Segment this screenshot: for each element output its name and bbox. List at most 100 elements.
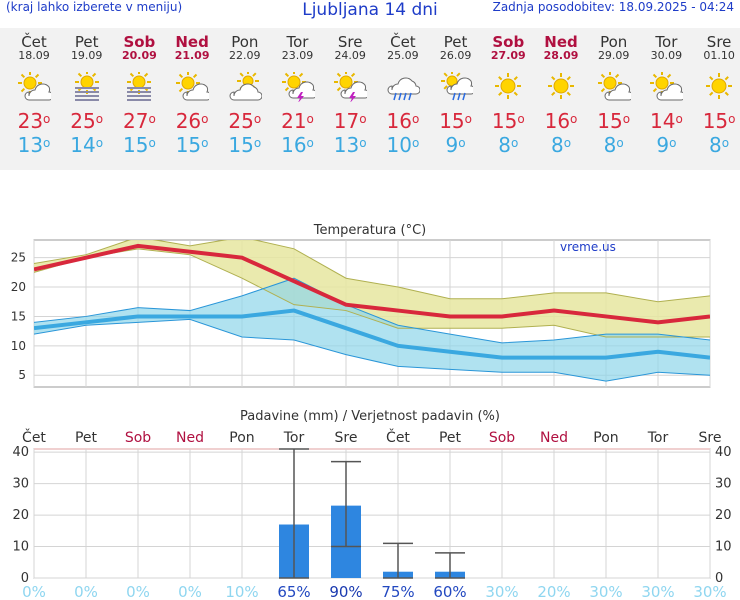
precipitation-chart: Padavine (mm) / Verjetnost padavin (%) Če… xyxy=(12,409,732,600)
min-band-edge xyxy=(34,318,710,382)
min-temp: 15o xyxy=(228,133,262,157)
last-update: Zadnja posodobitev: 18.09.2025 - 04:24 xyxy=(492,0,734,14)
precip-y-tick-left: 0 xyxy=(21,571,29,586)
precip-probability: 75% xyxy=(381,583,414,600)
day-name: Tor xyxy=(655,33,678,51)
sun-cloud-icon xyxy=(650,72,684,101)
day-column[interactable]: Pet 26.09 15o 9o xyxy=(430,28,482,156)
temp-y-tick: 5 xyxy=(18,368,26,382)
sun-cloud-icon xyxy=(597,72,631,101)
day-column[interactable]: Sob 20.09 27o 15o xyxy=(113,28,165,156)
day-date: 21.09 xyxy=(174,49,210,62)
precip-probability: 0% xyxy=(126,583,150,600)
max-temp: 21o xyxy=(281,109,314,133)
day-column[interactable]: Sre 01.10 15o 8o xyxy=(693,28,740,156)
min-temp: 8o xyxy=(550,133,572,157)
day-name: Pet xyxy=(443,33,468,51)
day-column[interactable]: Ned 21.09 26o 15o xyxy=(166,28,218,156)
min-band-edge xyxy=(34,277,710,344)
day-date: 28.09 xyxy=(543,49,579,62)
day-column[interactable]: Čet 25.09 16o 10o xyxy=(377,28,429,156)
precip-x-label: Pon xyxy=(229,430,254,446)
day-name: Ned xyxy=(544,33,578,51)
max-temp: 25o xyxy=(70,109,104,133)
cloud-rain-icon xyxy=(387,77,420,101)
day-column[interactable]: Tor 23.09 21o 16o xyxy=(272,28,324,156)
day-name: Čet xyxy=(390,33,416,51)
precip-x-label: Ned xyxy=(176,430,204,446)
day-name: Sre xyxy=(337,33,363,51)
day-date: 01.10 xyxy=(703,49,735,62)
max-temp: 15o xyxy=(702,109,736,133)
min-temp: 10o xyxy=(386,133,420,157)
precip-x-label: Pet xyxy=(75,430,98,446)
day-column[interactable]: Tor 30.09 14o 9o xyxy=(640,28,692,156)
sun-fog-icon xyxy=(127,72,152,101)
day-date: 29.09 xyxy=(597,49,630,62)
min-temp: 13o xyxy=(17,133,51,157)
precip-x-label: Tor xyxy=(647,430,669,446)
sun-icon xyxy=(495,73,522,99)
precip-x-label: Sob xyxy=(489,430,515,446)
precip-x-label: Pet xyxy=(439,430,462,446)
precip-probability: 10% xyxy=(225,583,258,600)
day-date: 19.09 xyxy=(70,49,103,62)
day-date: 27.09 xyxy=(490,49,526,62)
precip-probability: 30% xyxy=(485,583,518,600)
day-date: 18.09 xyxy=(18,49,50,62)
precip-probability: 0% xyxy=(74,583,98,600)
day-column[interactable]: Pon 29.09 15o 8o xyxy=(588,28,640,156)
precip-probability: 30% xyxy=(641,583,674,600)
min-temp-line xyxy=(34,308,710,360)
min-temp: 14o xyxy=(70,133,104,157)
day-name: Ned xyxy=(175,33,209,51)
max-temp: 23o xyxy=(17,109,51,133)
precip-probability: 60% xyxy=(433,583,466,600)
precip-x-label: Tor xyxy=(283,430,305,446)
day-date: 20.09 xyxy=(121,49,157,62)
temp-y-tick: 10 xyxy=(11,339,26,353)
day-name: Sob xyxy=(123,33,156,51)
precip-probability: 65% xyxy=(277,583,310,600)
precip-plot-area xyxy=(33,448,711,579)
day-date: 26.09 xyxy=(439,49,472,62)
cloud-sun-icon xyxy=(229,72,262,101)
day-date: 24.09 xyxy=(334,49,366,62)
sun-icon xyxy=(548,73,574,99)
precip-y-tick-left: 10 xyxy=(12,540,29,555)
day-date: 22.09 xyxy=(229,49,261,62)
day-name: Sre xyxy=(706,33,732,51)
page-title: Ljubljana 14 dni xyxy=(302,0,438,20)
sun-cloud-icon xyxy=(176,72,210,101)
precip-x-label: Sre xyxy=(335,430,358,446)
min-temp: 15o xyxy=(175,133,209,157)
precip-probability: 0% xyxy=(178,583,202,600)
max-temp: 25o xyxy=(228,109,262,133)
min-temp: 9o xyxy=(445,133,466,157)
sun-rain-icon xyxy=(440,72,473,101)
precip-y-tick-right: 20 xyxy=(715,508,732,523)
day-name: Pon xyxy=(600,33,628,51)
precip-probability: 20% xyxy=(537,583,570,600)
day-column[interactable]: Sob 27.09 15o 8o xyxy=(482,28,534,156)
day-column[interactable]: Ned 28.09 16o 8o xyxy=(535,28,587,156)
precip-x-label: Sre xyxy=(699,430,722,446)
precip-x-label: Čet xyxy=(386,428,410,446)
max-temp: 15o xyxy=(597,109,631,133)
day-column[interactable]: Sre 24.09 17o 13o xyxy=(324,28,376,156)
day-date: 25.09 xyxy=(387,49,419,62)
precip-y-tick-right: 10 xyxy=(715,540,732,555)
watermark: vreme.us xyxy=(560,240,616,254)
day-name: Čet xyxy=(21,33,47,51)
day-column[interactable]: Pet 19.09 25o 14o xyxy=(61,28,113,156)
precip-x-label: Sob xyxy=(125,430,151,446)
min-temp: 8o xyxy=(603,133,624,157)
temp-y-tick: 25 xyxy=(11,251,26,265)
max-band-edge xyxy=(34,240,710,303)
min-temp: 16o xyxy=(281,133,314,157)
day-name: Tor xyxy=(286,33,309,51)
location-hint: (kraj lahko izberete v meniju) xyxy=(6,0,183,14)
min-temp: 13o xyxy=(333,133,367,157)
day-column[interactable]: Čet 18.09 23o 13o xyxy=(8,28,60,156)
day-column[interactable]: Pon 22.09 25o 15o xyxy=(219,28,271,156)
